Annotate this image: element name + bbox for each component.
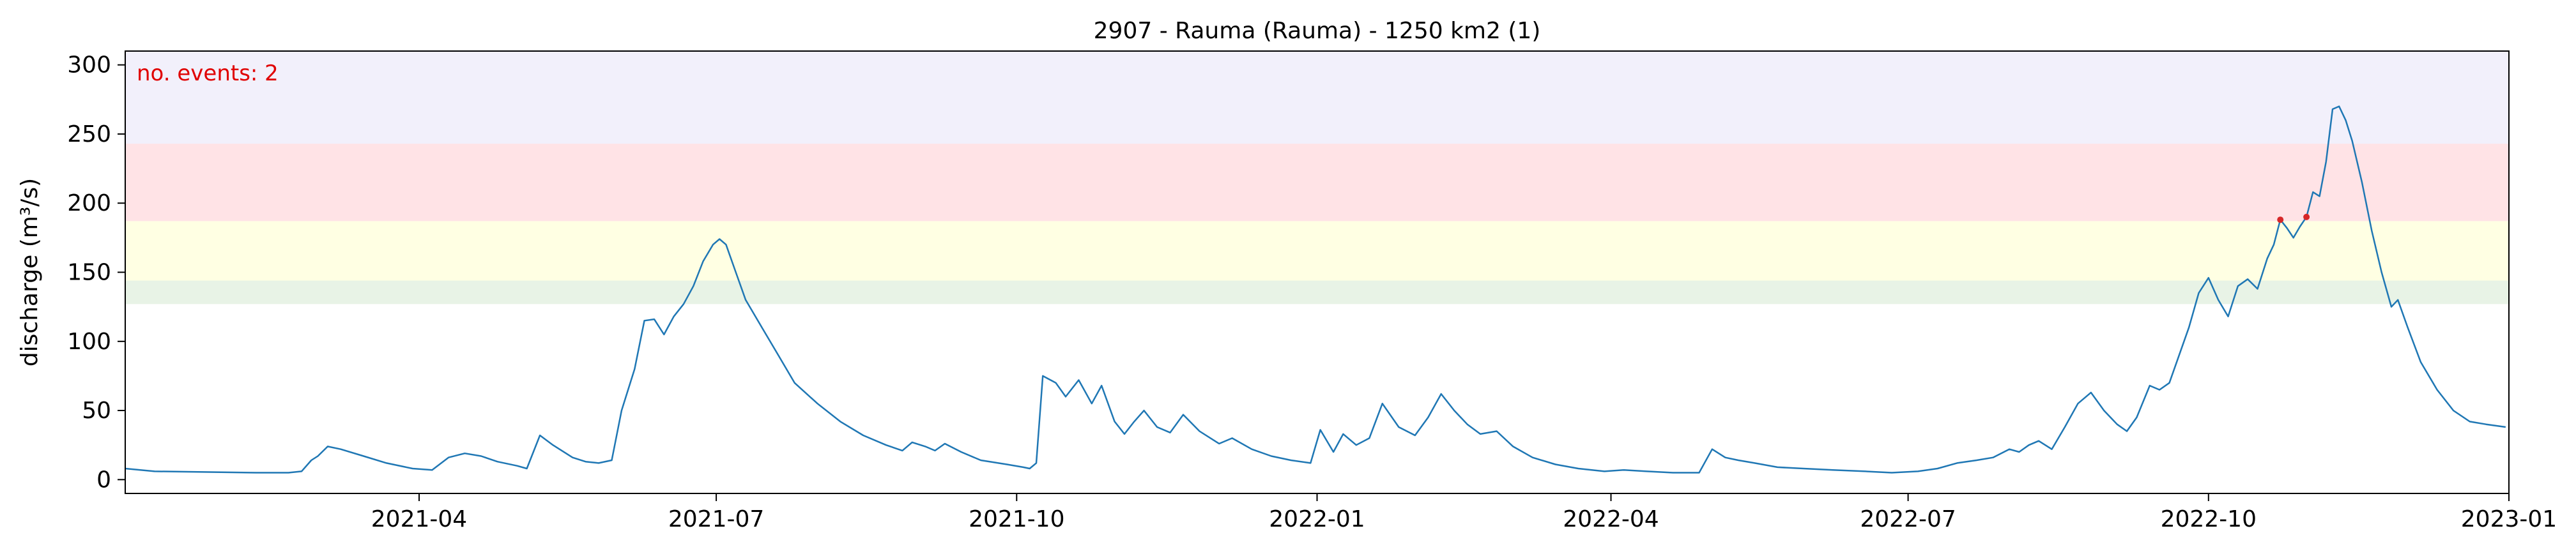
y-tick-label: 150 xyxy=(67,260,111,286)
x-tick-label: 2021-07 xyxy=(668,506,764,532)
y-tick-label: 250 xyxy=(67,121,111,147)
y-tick-label: 100 xyxy=(67,329,111,355)
threshold-band-2 xyxy=(125,221,2509,281)
series-group xyxy=(125,105,2506,474)
y-axis: 0 50 100 150 200 250 300 xyxy=(67,52,125,493)
y-tick-label: 200 xyxy=(67,190,111,216)
x-tick-label: 2023-01 xyxy=(2461,506,2557,532)
event-count-annotation: no. events: 2 xyxy=(137,61,279,86)
x-tick-label: 2022-01 xyxy=(1269,506,1365,532)
event-markers xyxy=(2277,213,2310,223)
y-axis-title: discharge (m³/s) xyxy=(17,178,43,366)
event-marker-1 xyxy=(2277,216,2284,223)
series-line-1 xyxy=(125,105,2506,474)
threshold-band-1 xyxy=(125,280,2509,304)
y-tick-label: 0 xyxy=(96,467,111,493)
x-tick-label: 2022-07 xyxy=(1860,506,1956,532)
threshold-band-3 xyxy=(125,144,2509,222)
chart-title: 2907 - Rauma (Rauma) - 1250 km2 (1) xyxy=(1094,18,1541,44)
threshold-band-4 xyxy=(125,51,2509,144)
x-tick-label: 2021-10 xyxy=(969,506,1064,532)
x-tick-label: 2022-10 xyxy=(2161,506,2257,532)
threshold-bands xyxy=(125,51,2509,304)
y-tick-label: 50 xyxy=(82,398,111,424)
x-tick-label: 2022-04 xyxy=(1563,506,1659,532)
y-tick-label: 300 xyxy=(67,52,111,79)
x-axis: 2021-04 2021-07 2021-10 2022-01 2022-04 2022-… xyxy=(371,493,2557,532)
event-marker-2 xyxy=(2303,213,2310,220)
x-tick-label: 2021-04 xyxy=(371,506,467,532)
